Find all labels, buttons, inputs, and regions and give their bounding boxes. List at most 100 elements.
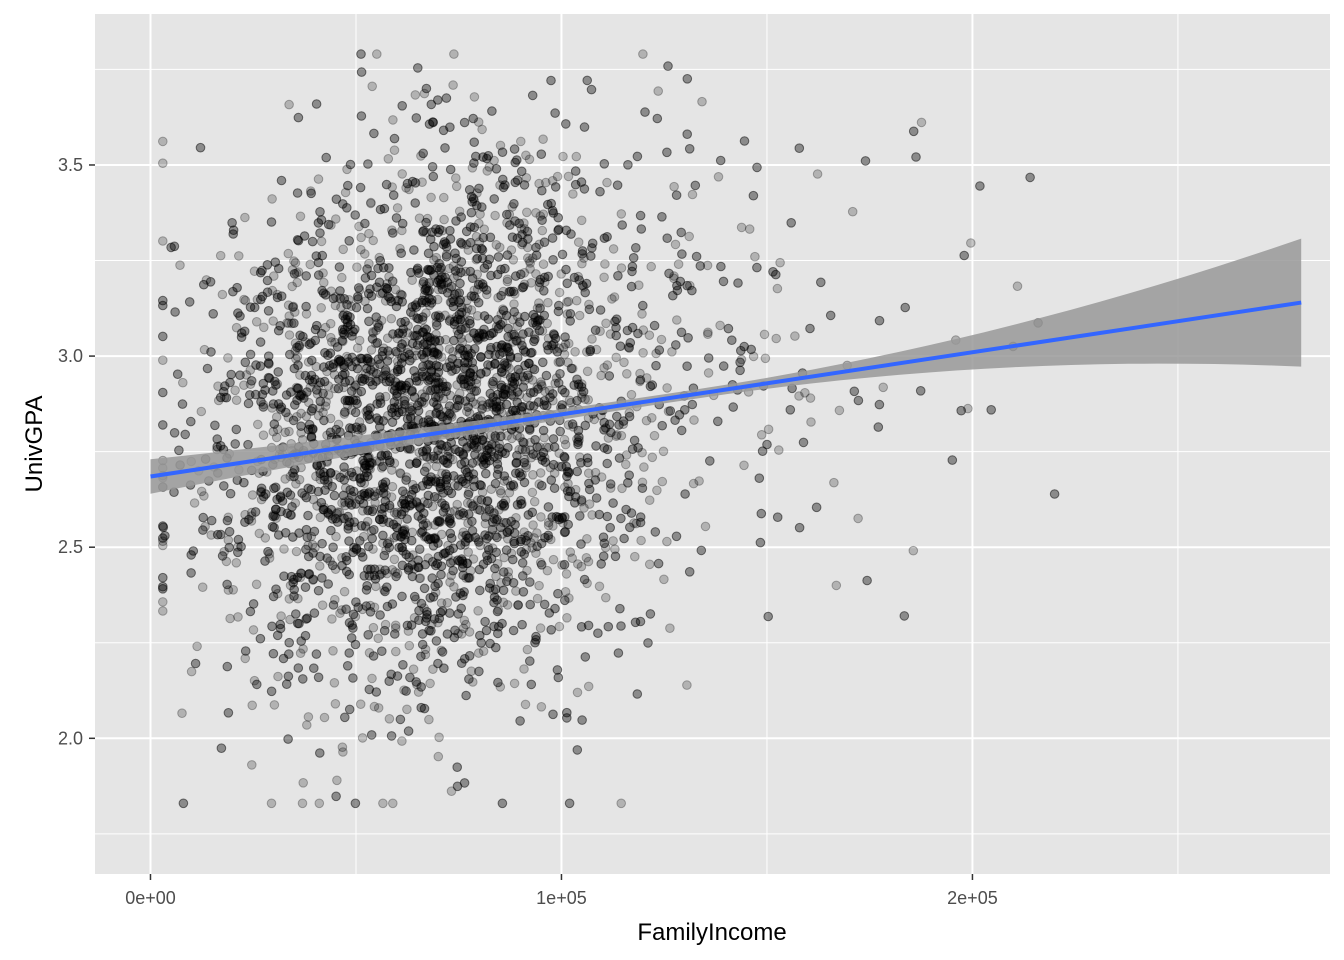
data-point <box>363 354 373 364</box>
data-point <box>460 478 471 489</box>
data-point <box>368 235 379 246</box>
data-point <box>424 278 435 288</box>
data-point <box>342 400 353 411</box>
data-point <box>451 402 462 413</box>
data-point <box>502 343 513 354</box>
data-point <box>414 397 425 408</box>
data-point <box>416 651 426 662</box>
data-point <box>671 531 682 542</box>
data-point <box>363 541 374 552</box>
data-point <box>638 49 648 59</box>
data-point <box>553 461 564 472</box>
data-point <box>397 290 407 300</box>
data-point <box>492 532 502 543</box>
data-point <box>548 208 559 218</box>
data-point <box>398 495 409 505</box>
data-point <box>311 99 322 109</box>
data-point <box>520 699 531 710</box>
data-point <box>314 403 325 413</box>
data-point <box>635 210 646 221</box>
data-point <box>442 458 453 469</box>
data-point <box>456 267 466 278</box>
data-point <box>320 348 330 358</box>
data-point <box>475 630 485 641</box>
data-point <box>487 543 498 553</box>
data-point <box>452 271 463 281</box>
data-point <box>518 437 529 448</box>
data-point <box>426 192 436 203</box>
data-point <box>614 453 625 463</box>
data-point <box>498 585 509 596</box>
data-point <box>417 315 428 325</box>
data-point <box>530 637 540 648</box>
data-point <box>453 474 464 485</box>
data-point <box>437 498 447 508</box>
data-point <box>324 360 335 371</box>
data-point <box>451 592 461 602</box>
data-point <box>325 318 336 329</box>
data-point <box>388 190 399 200</box>
data-point <box>596 370 606 381</box>
data-point <box>494 404 505 415</box>
data-point <box>344 295 354 305</box>
data-point <box>465 222 476 232</box>
data-point <box>356 67 367 77</box>
data-point <box>519 457 530 468</box>
data-point <box>276 175 287 186</box>
data-point <box>487 517 498 528</box>
data-point <box>539 432 550 443</box>
data-point <box>531 450 541 461</box>
data-point <box>440 381 451 392</box>
data-point <box>426 385 436 396</box>
data-point <box>413 63 423 73</box>
data-point <box>394 542 404 553</box>
data-point <box>746 344 757 355</box>
data-point <box>485 361 496 371</box>
data-point <box>468 328 479 338</box>
data-point <box>509 528 520 538</box>
data-point <box>386 313 397 324</box>
data-point <box>178 377 188 388</box>
data-point <box>444 517 455 527</box>
data-point <box>626 389 637 400</box>
data-point <box>421 83 432 94</box>
data-point <box>268 591 279 602</box>
data-point <box>323 390 334 400</box>
data-point <box>499 552 510 563</box>
data-point <box>490 433 501 444</box>
data-point <box>462 303 473 314</box>
data-point <box>331 531 341 542</box>
data-point <box>352 388 363 398</box>
data-point <box>444 344 455 354</box>
data-point <box>606 427 616 438</box>
data-point <box>495 180 505 190</box>
data-point <box>456 658 467 669</box>
data-point <box>373 263 383 274</box>
data-point <box>497 366 507 377</box>
data-point <box>561 569 572 579</box>
data-point <box>367 380 378 390</box>
data-point <box>497 798 508 809</box>
data-point <box>669 273 679 284</box>
data-point <box>293 267 304 277</box>
data-point <box>496 401 506 412</box>
data-point <box>418 361 428 372</box>
data-point <box>335 608 345 619</box>
data-point <box>550 333 561 344</box>
data-point <box>559 349 570 360</box>
data-point <box>267 194 277 204</box>
data-point <box>348 547 358 558</box>
data-point <box>532 303 543 314</box>
data-point <box>345 159 356 170</box>
data-point <box>438 393 449 404</box>
data-point <box>380 365 391 375</box>
data-point <box>715 155 726 166</box>
data-point <box>447 293 458 304</box>
data-point <box>558 151 568 162</box>
data-point <box>397 218 408 229</box>
data-point <box>477 404 487 414</box>
data-point <box>303 483 314 494</box>
data-point <box>338 747 348 757</box>
data-point <box>356 111 367 121</box>
data-point <box>417 349 427 360</box>
